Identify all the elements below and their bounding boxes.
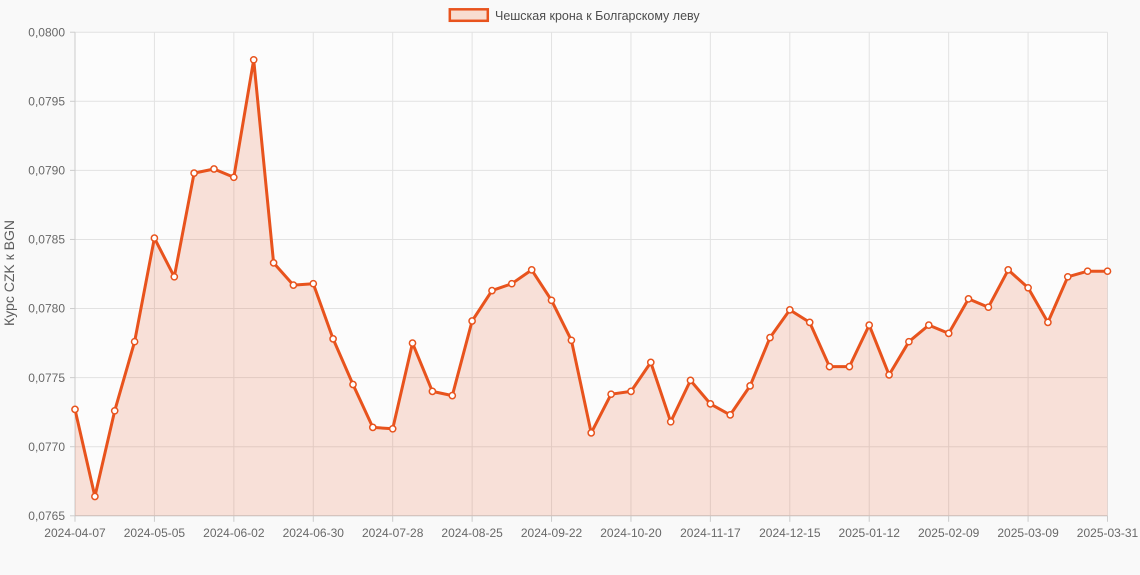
svg-text:2025-03-09: 2025-03-09: [997, 526, 1059, 540]
svg-text:2025-03-31: 2025-03-31: [1077, 526, 1139, 540]
svg-text:2024-09-22: 2024-09-22: [521, 526, 583, 540]
svg-text:2024-04-07: 2024-04-07: [44, 526, 106, 540]
svg-text:2025-02-09: 2025-02-09: [918, 526, 980, 540]
svg-text:2024-06-30: 2024-06-30: [283, 526, 345, 540]
svg-text:2024-10-20: 2024-10-20: [600, 526, 662, 540]
svg-text:2024-11-17: 2024-11-17: [680, 526, 741, 540]
svg-text:2024-06-02: 2024-06-02: [203, 526, 265, 540]
svg-text:0,0770: 0,0770: [28, 440, 65, 454]
svg-text:2024-12-15: 2024-12-15: [759, 526, 821, 540]
svg-text:0,0800: 0,0800: [28, 25, 65, 39]
svg-text:Курс CZK к BGN: Курс CZK к BGN: [1, 220, 17, 326]
svg-text:2025-01-12: 2025-01-12: [839, 526, 901, 540]
svg-text:Чешская крона к Болгарскому ле: Чешская крона к Болгарскому леву: [495, 9, 700, 23]
svg-text:0,0765: 0,0765: [28, 509, 65, 523]
svg-text:0,0775: 0,0775: [28, 371, 65, 385]
svg-text:2024-07-28: 2024-07-28: [362, 526, 424, 540]
svg-text:0,0790: 0,0790: [28, 164, 65, 178]
svg-text:0,0780: 0,0780: [28, 302, 65, 316]
svg-text:0,0795: 0,0795: [28, 94, 65, 108]
svg-text:2024-08-25: 2024-08-25: [441, 526, 503, 540]
svg-text:0,0785: 0,0785: [28, 233, 65, 247]
svg-text:2024-05-05: 2024-05-05: [124, 526, 186, 540]
